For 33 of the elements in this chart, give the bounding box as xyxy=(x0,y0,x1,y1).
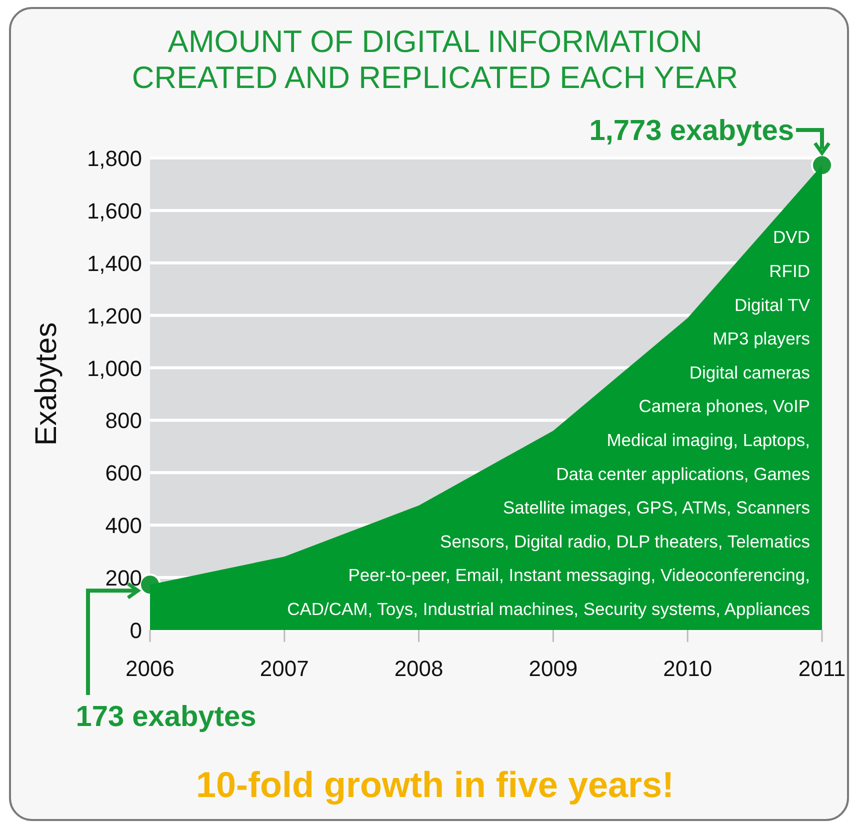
annotation: Satellite images, GPS, ATMs, Scanners xyxy=(502,498,810,518)
x-tick-label: 2008 xyxy=(394,656,444,681)
annotation: Data center applications, Games xyxy=(556,464,810,484)
text: 173 exabytes xyxy=(76,701,256,733)
chart-title: AMOUNT OF DIGITAL INFORMATION CREATED AND REPLICATED EACH YEAR xyxy=(132,24,738,95)
y-tick-label: 400 xyxy=(105,513,142,538)
annotation: Digital cameras xyxy=(689,362,810,382)
annotation: 1,773 exabytes xyxy=(589,115,794,147)
x-tick-label: 2011 xyxy=(798,656,846,681)
y-tick-label: 1,400 xyxy=(86,250,142,276)
y-tick-label: 1,200 xyxy=(86,303,142,328)
y-tick-label: 1,600 xyxy=(86,198,142,224)
annotation: DVD xyxy=(773,227,810,248)
y-tick-label: 600 xyxy=(105,460,142,486)
y-tick-label: 200 xyxy=(105,566,142,591)
x-tick-label: 2010 xyxy=(663,656,712,681)
annotation: Peer-to-peer, Email, Instant messaging, Videoconferencing, xyxy=(348,565,810,586)
x-tick-label: 2007 xyxy=(260,656,309,681)
text: 10-fold growth in five years! xyxy=(196,764,674,805)
annotation: Sensors, Digital radio, DLP theaters, Telematics xyxy=(440,531,810,552)
annotation: Medical imaging, Laptops, xyxy=(606,430,810,450)
annotation: Digital TV xyxy=(734,294,810,315)
annotation: Camera phones, VoIP xyxy=(638,396,810,416)
y-tick-label: 1,800 xyxy=(86,146,142,171)
y-axis-title: Exabytes xyxy=(30,322,63,446)
annotation: MP3 players xyxy=(712,328,810,349)
y-tick-label: 800 xyxy=(105,408,142,434)
annotation: CAD/CAM, Toys, Industrial machines, Security systems, Appliances xyxy=(287,599,810,619)
y-tick-label: 0 xyxy=(130,618,142,643)
x-tick-label: 2006 xyxy=(126,656,174,681)
x-tick-label: 2009 xyxy=(528,656,578,681)
annotation: RFID xyxy=(769,261,810,281)
y-tick-label: 1,000 xyxy=(86,356,142,381)
